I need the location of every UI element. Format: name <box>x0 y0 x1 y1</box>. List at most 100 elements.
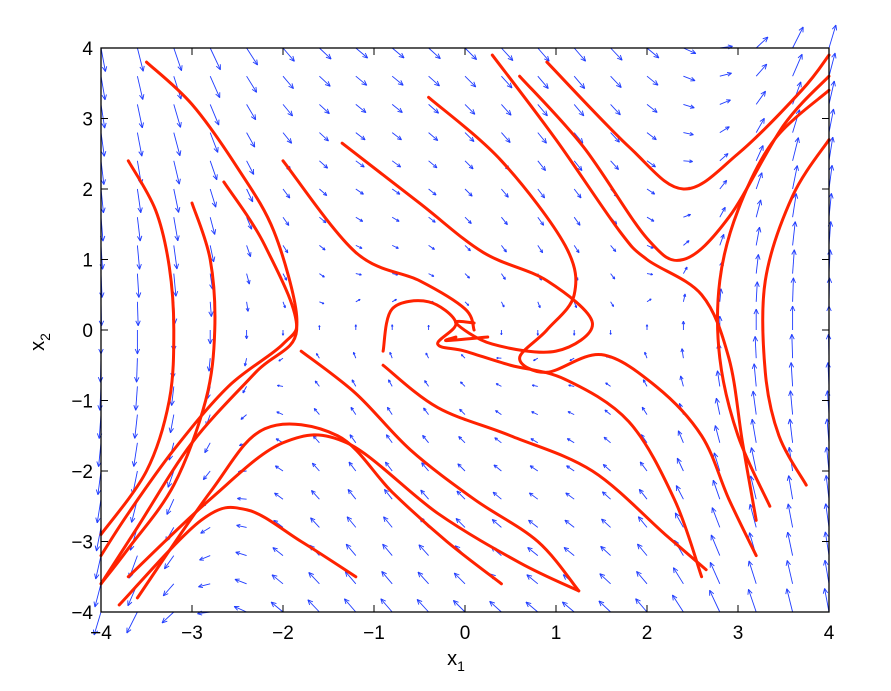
vector-arrow <box>604 409 611 415</box>
vector-arrow <box>100 76 107 101</box>
vector-arrow <box>754 281 760 302</box>
vector-arrow <box>610 301 615 307</box>
vector-arrow <box>573 188 582 199</box>
vector-arrow <box>489 600 502 613</box>
vector-arrow <box>270 601 284 613</box>
vector-arrow <box>389 351 393 359</box>
trajectory <box>281 159 476 332</box>
vector-arrow <box>573 104 585 117</box>
vector-arrow <box>315 353 320 359</box>
vector-arrow <box>388 379 393 387</box>
vector-arrow <box>246 75 258 93</box>
vector-arrow <box>209 188 217 208</box>
trajectory <box>518 74 831 262</box>
vector-arrow <box>282 216 290 226</box>
vector-arrow <box>209 76 221 99</box>
vector-arrow <box>173 188 181 213</box>
vector-arrow <box>282 75 294 90</box>
vector-arrow <box>314 380 320 387</box>
y-tick-label: 4 <box>82 39 93 60</box>
vector-arrow <box>246 104 257 121</box>
vector-arrow <box>719 126 730 133</box>
vector-arrow <box>566 465 575 472</box>
vector-arrow <box>573 75 586 89</box>
vector-arrow <box>529 465 539 472</box>
vector-arrow <box>683 103 695 109</box>
vector-arrow <box>528 519 539 528</box>
x-tick-label: 1 <box>551 623 562 644</box>
vector-arrow <box>246 188 254 203</box>
vector-arrow <box>646 244 654 249</box>
vector-arrow <box>428 245 435 250</box>
vector-arrow <box>354 324 358 330</box>
vector-arrow <box>272 547 284 556</box>
y-axis-label-subscript: 2 <box>37 333 53 341</box>
vector-arrow <box>492 491 502 500</box>
vector-arrow <box>566 438 575 444</box>
vector-arrow <box>319 245 326 251</box>
vector-arrow <box>94 527 102 552</box>
trajectory <box>381 299 704 579</box>
vector-arrow <box>345 543 357 556</box>
y-tick-label: −2 <box>71 462 93 483</box>
y-axis-label: x2 <box>27 333 53 351</box>
vector-arrow <box>355 160 365 168</box>
vector-arrow <box>823 503 830 528</box>
vector-arrow <box>425 352 430 359</box>
vector-arrow <box>167 470 175 488</box>
vector-arrow <box>789 334 795 359</box>
x-tick-label: 2 <box>642 623 653 644</box>
vector-arrow <box>537 245 544 254</box>
vector-arrow <box>500 330 503 336</box>
vector-arrow <box>319 47 332 60</box>
vector-arrow <box>755 226 762 246</box>
vector-arrow <box>537 160 547 171</box>
vector-arrow <box>168 414 175 434</box>
vector-arrow <box>788 362 795 387</box>
vector-arrow <box>464 47 478 61</box>
vector-arrow <box>712 479 721 500</box>
vector-arrow <box>683 159 693 164</box>
vector-arrow <box>646 47 660 59</box>
vector-arrow <box>464 188 473 197</box>
y-tick-label: 2 <box>82 180 93 201</box>
vector-arrow <box>598 600 611 613</box>
vector-arrow <box>134 358 140 383</box>
y-tick-label: −4 <box>71 603 93 624</box>
trajectory <box>761 138 831 487</box>
vector-arrow <box>610 245 617 253</box>
vector-arrow <box>459 408 466 415</box>
vector-arrow <box>464 75 477 88</box>
vector-arrow <box>792 53 803 77</box>
vector-arrow <box>209 217 217 235</box>
vector-arrow <box>646 132 657 141</box>
vector-arrow <box>319 216 327 224</box>
vector-arrow <box>351 379 357 387</box>
vector-arrow <box>204 442 211 454</box>
vector-arrow <box>792 221 798 246</box>
vector-arrow <box>346 516 357 528</box>
vector-arrow <box>385 434 393 444</box>
vector-arrow <box>501 47 514 61</box>
vector-arrow <box>681 320 686 330</box>
vector-arrow <box>602 464 611 472</box>
vector-arrow <box>494 437 502 444</box>
vector-arrow <box>133 386 139 411</box>
vector-arrow <box>209 132 219 153</box>
vector-arrow <box>135 273 142 298</box>
vector-arrow <box>199 555 211 561</box>
vector-arrow <box>719 179 728 190</box>
vector-arrow <box>319 104 330 115</box>
vector-arrow <box>646 75 659 86</box>
vector-arrow <box>753 308 759 330</box>
vector-arrow <box>537 75 549 89</box>
vector-arrow <box>282 188 291 199</box>
vector-arrow <box>537 132 547 144</box>
vector-arrow <box>500 301 505 308</box>
vector-arrow <box>237 496 247 501</box>
vector-arrow <box>355 104 367 114</box>
vector-arrow <box>565 492 575 500</box>
vector-arrow <box>646 188 656 195</box>
vector-arrow <box>202 470 211 481</box>
vector-arrow <box>453 572 466 585</box>
